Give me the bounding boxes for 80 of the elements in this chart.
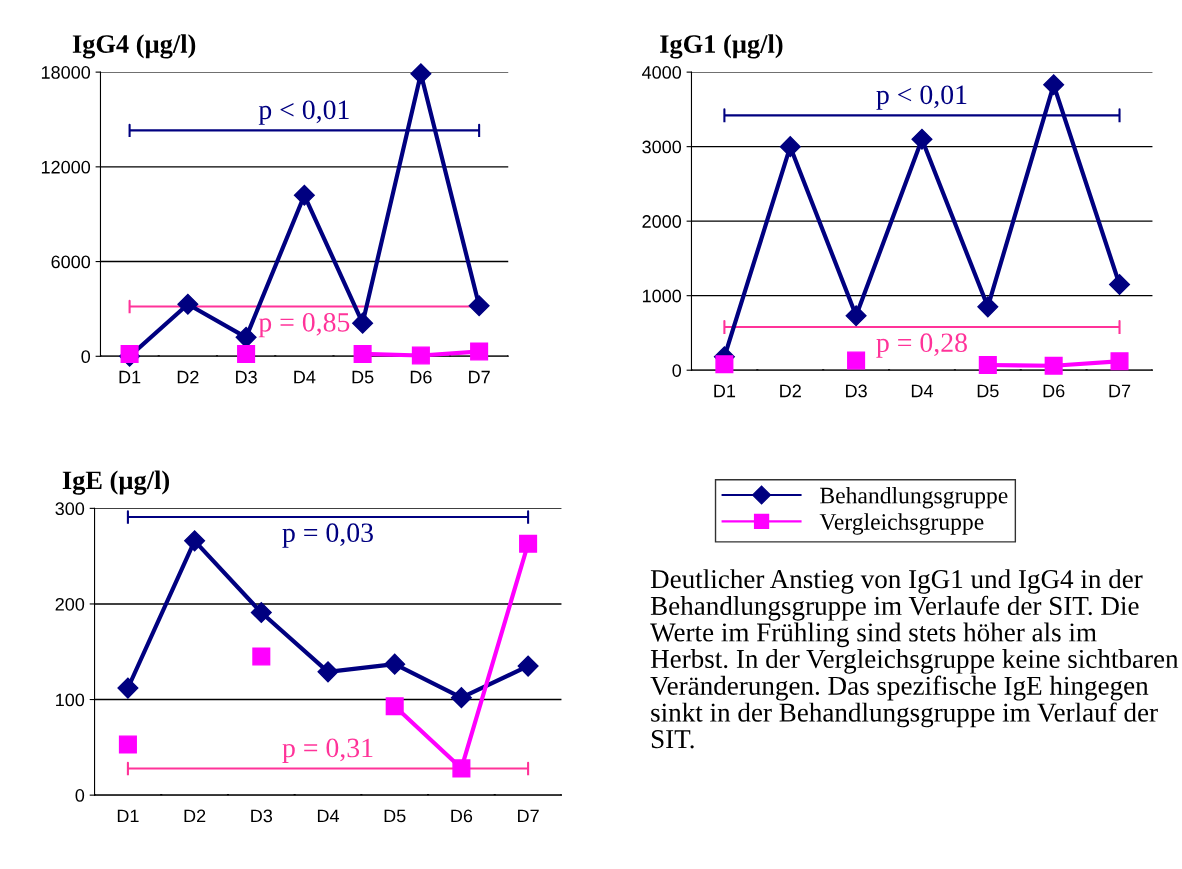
- y-tick-label: 3000: [642, 140, 682, 154]
- text: Deutlicher Anstieg von IgG1 und IgG4 in der Behandlungsgruppe im Verlaufe der SIT. Die Werte im Frühling sind stets höher als im Herbst. In der Vergleichsgruppe keine sichtbaren Veränderungen. Das spezifische IgE hingegen sinkt in der Behandlungsgruppe im Verlauf der SIT.: [650, 569, 1179, 749]
- x-tick-label: D6: [1043, 384, 1065, 398]
- y-tick-label: 18000: [41, 66, 91, 79]
- point: [250, 602, 272, 624]
- y-tick-label: 0: [81, 350, 91, 364]
- point: [715, 355, 734, 374]
- point: [1109, 273, 1131, 296]
- y-tick-label: 300: [55, 502, 85, 516]
- x-tick-label: D6: [451, 809, 473, 823]
- annotation: p < 0,01: [876, 85, 967, 110]
- point: [779, 136, 801, 158]
- chart-title: IgG1 (µg/l): [660, 34, 783, 59]
- point: [317, 661, 339, 683]
- point: [353, 344, 372, 363]
- point: [252, 647, 271, 666]
- x-tick-label: D3: [236, 370, 257, 384]
- annotation: p < 0,01: [258, 100, 349, 125]
- point: [1110, 352, 1129, 371]
- point: [293, 184, 315, 206]
- x-tick-label: D4: [294, 370, 316, 384]
- x-tick-label: D5: [977, 384, 999, 398]
- annotation: p = 0,03: [282, 523, 373, 548]
- point: [468, 295, 490, 317]
- point: [519, 534, 538, 553]
- point: [845, 305, 867, 327]
- y-tick-label: 0: [75, 789, 85, 802]
- x-tick-label: D7: [469, 370, 490, 384]
- x-tick-label: D6: [410, 370, 432, 384]
- y-tick-label: 6000: [51, 255, 91, 269]
- point: [118, 735, 137, 754]
- annotation: p = 0,85: [258, 312, 350, 338]
- chart-title: IgG4 (µg/l): [72, 34, 196, 59]
- point: [470, 342, 489, 361]
- point: [384, 653, 406, 675]
- point: [184, 530, 206, 552]
- x-tick-label: D2: [780, 384, 801, 398]
- point: [385, 697, 404, 716]
- y-tick-label: 200: [55, 597, 85, 611]
- legend-label: Behandlungsgruppe: [820, 486, 1008, 509]
- x-tick-label: D1: [119, 370, 141, 384]
- x-tick-label: D4: [911, 384, 933, 398]
- point: [117, 677, 139, 699]
- point: [452, 759, 471, 778]
- point: [177, 293, 199, 315]
- x-tick-label: D1: [117, 809, 139, 823]
- point: [410, 63, 432, 85]
- y-tick-label: 0: [672, 364, 682, 377]
- y-tick-label: 2000: [642, 215, 682, 228]
- point: [517, 655, 539, 677]
- x-tick-label: D2: [184, 809, 206, 823]
- point: [237, 344, 256, 363]
- x-tick-label: D5: [384, 809, 406, 823]
- y-tick-label: 1000: [642, 289, 682, 303]
- annotation: p = 0,28: [876, 333, 967, 358]
- point: [1043, 74, 1065, 96]
- y-tick-label: 4000: [642, 66, 682, 79]
- legend-label: Vergleichsgruppe: [819, 513, 984, 535]
- point: [1044, 356, 1063, 375]
- y-tick-label: 100: [56, 693, 85, 707]
- x-tick-label: D5: [352, 370, 374, 384]
- point: [120, 344, 139, 363]
- point: [977, 296, 999, 318]
- point: [911, 128, 933, 150]
- chart-title: IgE (µg/l): [62, 470, 170, 495]
- point: [978, 355, 997, 375]
- point: [847, 351, 866, 370]
- annotation: p = 0,31: [282, 738, 373, 763]
- point: [235, 326, 257, 348]
- x-tick-label: D7: [1109, 384, 1131, 398]
- x-tick-label: D7: [518, 809, 539, 823]
- x-tick-label: D4: [317, 809, 340, 823]
- y-tick-label: 12000: [41, 160, 91, 174]
- point: [450, 687, 472, 709]
- x-tick-label: D2: [177, 370, 199, 384]
- x-tick-label: D1: [714, 384, 736, 398]
- point: [352, 312, 374, 334]
- x-tick-label: D3: [251, 809, 273, 823]
- x-tick-label: D3: [846, 384, 867, 398]
- point: [411, 346, 430, 365]
